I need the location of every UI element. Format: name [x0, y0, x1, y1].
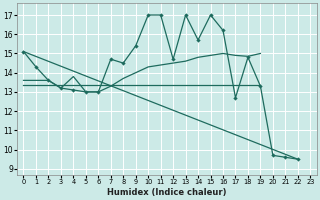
X-axis label: Humidex (Indice chaleur): Humidex (Indice chaleur)	[107, 188, 227, 197]
